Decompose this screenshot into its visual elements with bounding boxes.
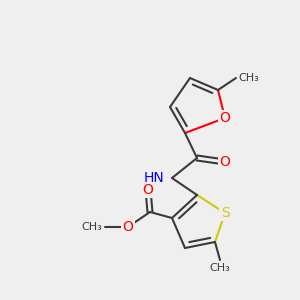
Text: HN: HN — [143, 171, 164, 185]
Text: CH₃: CH₃ — [210, 263, 230, 273]
Text: CH₃: CH₃ — [238, 73, 259, 83]
Text: S: S — [220, 206, 230, 220]
Text: O: O — [123, 220, 134, 234]
Text: O: O — [142, 183, 153, 197]
Text: O: O — [220, 111, 230, 125]
Text: CH₃: CH₃ — [81, 222, 102, 232]
Text: O: O — [220, 155, 230, 169]
